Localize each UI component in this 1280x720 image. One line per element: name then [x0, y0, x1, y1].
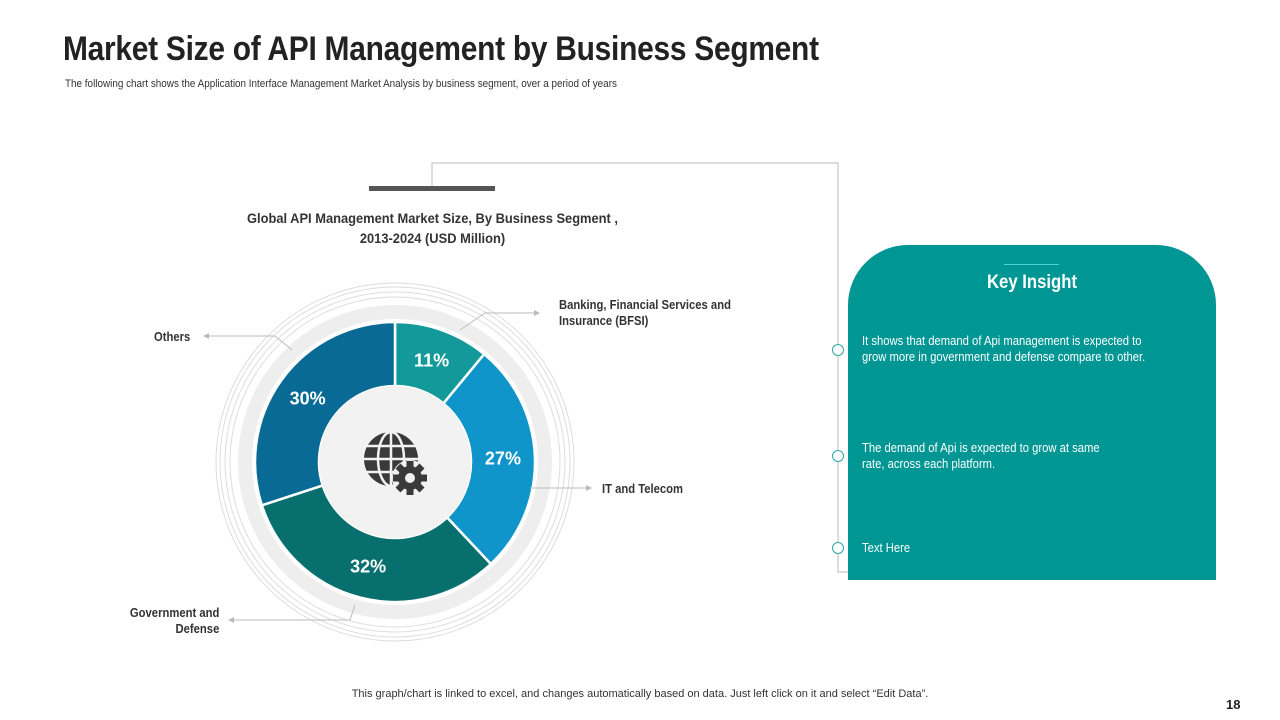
- arrow-head: [228, 617, 234, 623]
- insight-item-3: Text Here: [862, 541, 911, 555]
- insight-item-1: It shows that demand of Api management i…: [862, 333, 1145, 365]
- leader-bfsi: [459, 312, 535, 331]
- data-label: 30%: [290, 389, 326, 409]
- leader-others: [207, 335, 293, 351]
- arrow-head: [203, 333, 209, 339]
- bracket-line: [431, 162, 848, 573]
- timeline-dot: [832, 542, 844, 554]
- ring: [238, 305, 552, 619]
- connector-lines: [431, 162, 848, 573]
- key-insight-title: Key Insight: [986, 272, 1078, 293]
- ring: [229, 296, 561, 628]
- data-label: 32%: [350, 557, 386, 577]
- chart-title-line: Global API Management Market Size, By Bu…: [246, 210, 618, 226]
- insight-line: It shows that demand of Api management i…: [862, 334, 1142, 348]
- data-label: 11%: [414, 350, 449, 370]
- chart-title-line: 2013-2024 (USD Million): [359, 230, 506, 246]
- timeline-dot: [832, 450, 844, 462]
- ring: [215, 282, 575, 642]
- footer-note: This graph/chart is linked to excel, and…: [351, 688, 929, 700]
- timeline-dot: [832, 344, 844, 356]
- insight-line: The demand of Api is expected to grow at…: [862, 441, 1100, 455]
- ring: [219, 286, 571, 638]
- page-title: Market Size of API Management by Busines…: [63, 30, 819, 68]
- legend-label-it: IT and Telecom: [602, 482, 684, 496]
- arrow-head: [586, 485, 592, 491]
- insight-line: grow more in government and defense comp…: [862, 350, 1146, 364]
- chart-title: Global API Management Market Size, By Bu…: [237, 208, 628, 248]
- card-accent-line: [1004, 264, 1059, 265]
- title-accent-bar: [369, 186, 495, 191]
- page-subtitle: The following chart shows the Applicatio…: [65, 78, 617, 90]
- legend-label-bfsi: Banking, Financial Services and Insuranc…: [559, 297, 731, 329]
- insight-line: rate, across each platform.: [862, 457, 996, 471]
- page-number: 18: [1226, 697, 1241, 712]
- legend-label-government: Government and Defense: [130, 605, 219, 637]
- key-insight-card: Key Insight It shows that demand of Api …: [848, 245, 1216, 580]
- outer-rings: [215, 282, 575, 642]
- legend-label-others: Others: [153, 330, 190, 344]
- label-line: Banking, Financial Services and: [559, 298, 731, 312]
- arrow-head: [534, 310, 540, 316]
- ring: [224, 291, 566, 633]
- data-label: 27%: [485, 449, 521, 469]
- label-line: Government and: [129, 606, 219, 620]
- leader-gov: [232, 604, 356, 621]
- insight-item-2: The demand of Api is expected to grow at…: [862, 440, 1100, 472]
- globe-gear-icon: [364, 430, 428, 496]
- label-line: Defense: [175, 622, 219, 636]
- label-line: Insurance (BFSI): [559, 314, 649, 328]
